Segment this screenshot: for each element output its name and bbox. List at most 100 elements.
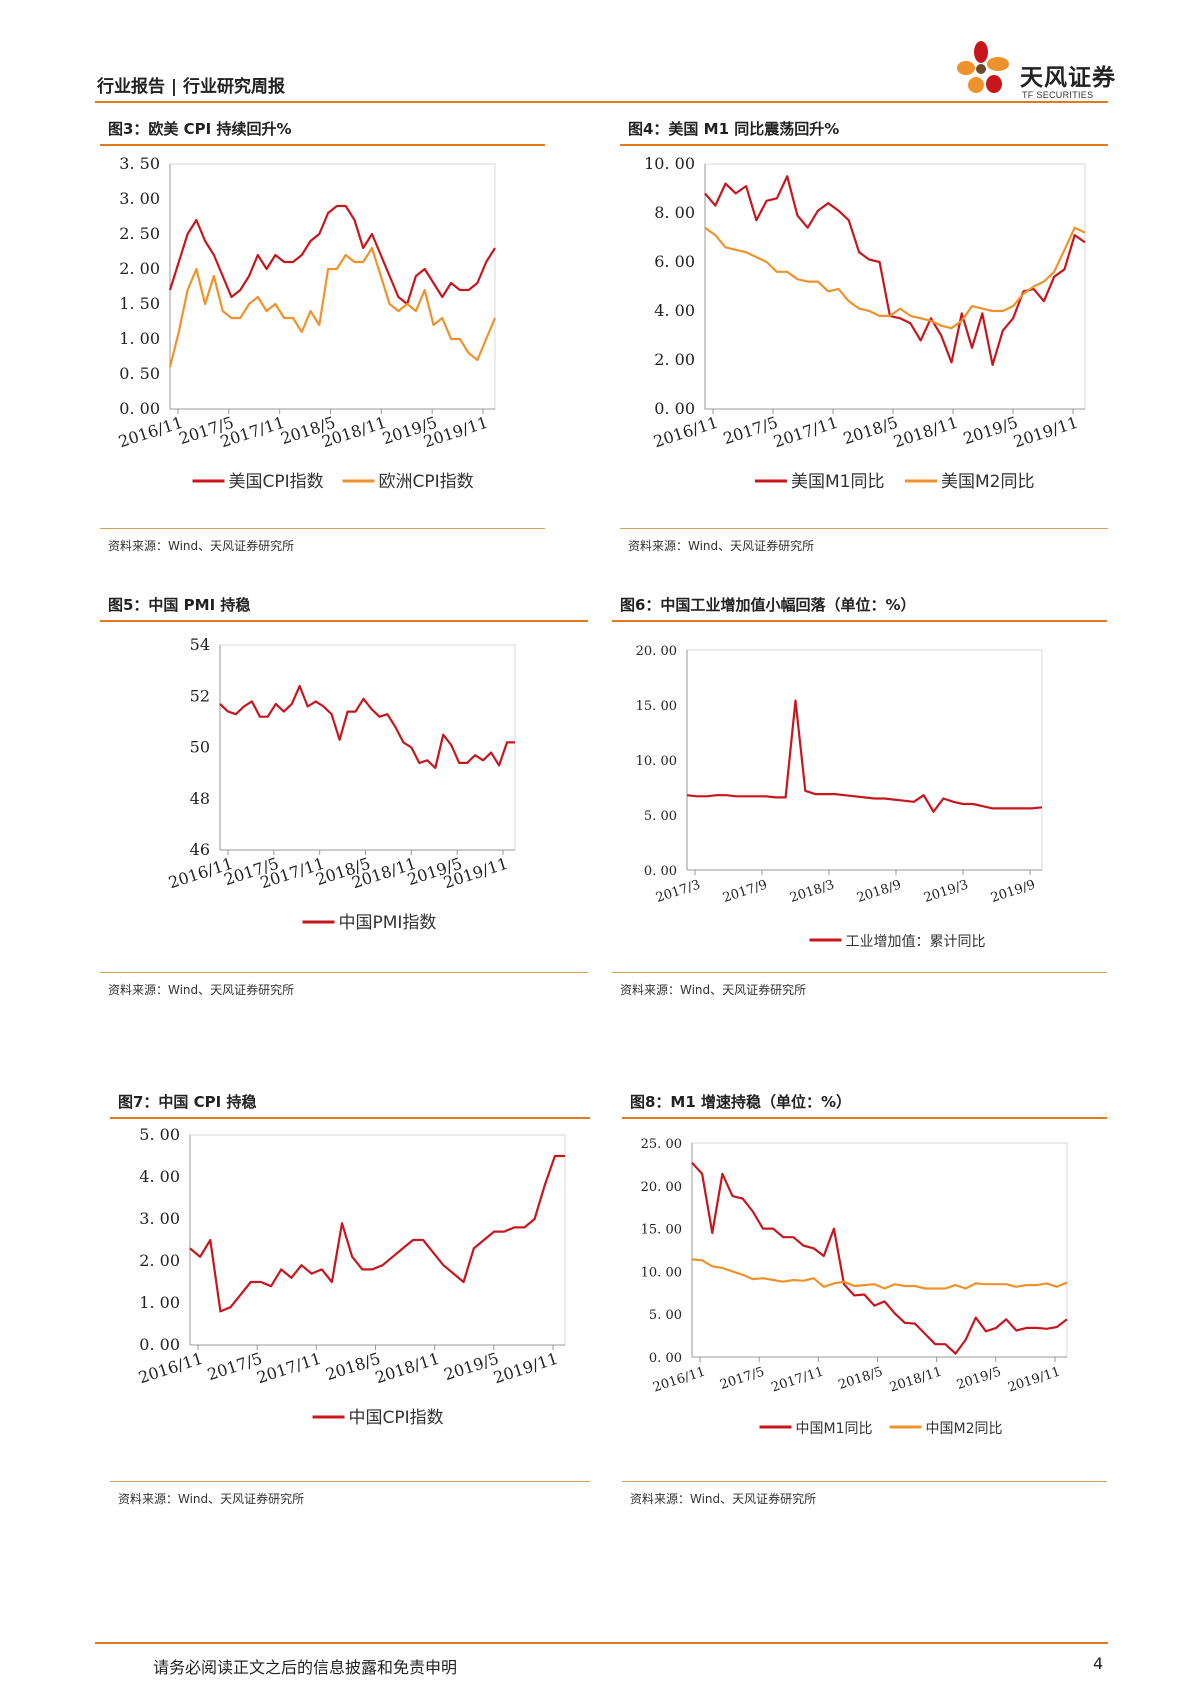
figure-3-panel: 图3：欧美 CPI 持续回升% 3. 50 3. 00 2. 50 2. 00 1. 5…: [100, 114, 545, 564]
y-tick-label: 8. 00: [654, 203, 695, 222]
legend-label: 中国CPI指数: [349, 1408, 444, 1428]
y-tick-label: 2. 50: [119, 224, 160, 243]
x-tick-label: 2019/11: [1006, 1365, 1062, 1396]
x-tick-label: 2018/5: [841, 413, 900, 448]
x-tick-label: 2019/5: [961, 413, 1020, 448]
series-line: [168, 246, 497, 368]
series-line: [691, 1258, 1068, 1290]
y-tick-label: 5. 00: [649, 1308, 682, 1323]
x-tick-label: 2016/11: [116, 413, 185, 452]
series-line: [219, 684, 515, 770]
x-tick-label: 2016/11: [651, 413, 720, 452]
series-line: [704, 175, 1086, 366]
tf-securities-logo: 天风证券 TF SECURITIES: [950, 38, 1125, 108]
series-line: [686, 699, 1043, 813]
x-tick-label: 2017/11: [771, 413, 840, 452]
figure-source: 资料来源：Wind、天风证券研究所: [110, 1481, 590, 1507]
x-tick-label: 2016/11: [136, 1349, 205, 1388]
legend-label: 工业增加值：累计同比: [846, 934, 986, 950]
figure-4-panel: 图4：美国 M1 同比震荡回升% 10. 00 8. 00 6. 00 4. 00 2.…: [620, 114, 1108, 564]
y-tick-label: 1. 00: [119, 329, 160, 348]
x-tick-label: 2019/5: [955, 1365, 1003, 1393]
figure-title: 图6：中国工业增加值小幅回落（单位：%）: [612, 590, 1107, 622]
x-tick-label: 2018/11: [888, 1365, 944, 1396]
page-header-title: 行业报告 | 行业研究周报: [97, 77, 286, 97]
series-line: [189, 1154, 565, 1313]
series-line: [168, 204, 496, 306]
y-tick-label: 1. 00: [139, 1293, 180, 1312]
figure-source: 资料来源：Wind、天风证券研究所: [620, 528, 1108, 554]
y-tick-label: 54: [190, 635, 210, 654]
x-tick-label: 2017/5: [718, 1365, 766, 1393]
y-tick-label: 0. 00: [644, 864, 677, 879]
page-number: 4: [1093, 1654, 1104, 1673]
legend-label: 美国M1同比: [791, 472, 884, 492]
figure-title: 图8：M1 增速持稳（单位：%）: [622, 1087, 1107, 1119]
x-tick-label: 2016/11: [651, 1365, 707, 1396]
y-tick-label: 0. 00: [119, 399, 160, 418]
x-tick-label: 2017/3: [654, 878, 702, 906]
figure-title: 图7：中国 CPI 持稳: [110, 1087, 590, 1119]
x-tick-label: 2019/5: [442, 1349, 501, 1384]
plot-area: [219, 644, 516, 851]
figure-6-panel: 图6：中国工业增加值小幅回落（单位：%） 20. 00 15. 00 10. 00 5…: [612, 590, 1107, 1010]
figure-7-panel: 图7：中国 CPI 持稳 5. 00 4. 00 3. 00 2. 00 1. 00 0.…: [110, 1087, 590, 1517]
x-tick-label: 2017/11: [254, 1349, 323, 1388]
y-tick-label: 4. 00: [654, 301, 695, 320]
figure-source: 资料来源：Wind、天风证券研究所: [100, 528, 545, 554]
legend-label: 中国M2同比: [926, 1421, 1003, 1437]
figure-8-chart: 25. 00 20. 00 15. 00 10. 00 5. 00 0. 002016/1…: [641, 1137, 1068, 1437]
y-tick-label: 2. 00: [139, 1251, 180, 1270]
flower-logo-icon: [957, 41, 1009, 93]
y-tick-label: 20. 00: [641, 1180, 682, 1195]
x-tick-label: 2018/9: [855, 878, 903, 906]
x-tick-label: 2017/5: [721, 413, 780, 448]
y-tick-label: 15. 00: [641, 1223, 682, 1238]
x-tick-label: 2017/9: [721, 878, 769, 906]
logo-subtext: TF SECURITIES: [1022, 90, 1094, 100]
y-tick-label: 10. 00: [641, 1265, 682, 1280]
figure-3-chart: 3. 50 3. 00 2. 50 2. 00 1. 50 1. 00 0. 50 0. 00…: [116, 154, 497, 492]
y-tick-label: 46: [190, 840, 210, 859]
figure-5-chart: 54525048462016/112017/52017/112018/52018…: [166, 635, 516, 933]
y-tick-label: 3. 50: [119, 154, 160, 173]
figure-title: 图4：美国 M1 同比震荡回升%: [620, 114, 1108, 146]
plot-area: [704, 163, 1086, 410]
figure-title: 图3：欧美 CPI 持续回升%: [100, 114, 545, 146]
figure-8-panel: 图8：M1 增速持稳（单位：%） 25. 00 20. 00 15. 00 10. 0…: [622, 1087, 1107, 1517]
plot-area: [169, 163, 496, 410]
x-tick-label: 2017/5: [205, 1349, 264, 1384]
y-tick-label: 1. 50: [119, 294, 160, 313]
x-tick-label: 2018/5: [837, 1365, 885, 1393]
y-tick-label: 0. 00: [654, 399, 695, 418]
series-line: [691, 1161, 1068, 1355]
y-tick-label: 4. 00: [139, 1167, 180, 1186]
y-tick-label: 3. 00: [139, 1209, 180, 1228]
x-tick-label: 2018/3: [788, 878, 836, 906]
figure-source: 资料来源：Wind、天风证券研究所: [622, 1481, 1107, 1507]
plot-area: [686, 649, 1043, 871]
logo-text: 天风证券: [1020, 65, 1116, 91]
y-tick-label: 15. 00: [636, 699, 677, 714]
legend-label: 美国CPI指数: [229, 472, 324, 492]
y-tick-label: 2. 00: [654, 350, 695, 369]
header-rule: [95, 101, 1108, 103]
legend-label: 欧洲CPI指数: [379, 472, 474, 492]
x-tick-label: 2018/5: [323, 1349, 382, 1384]
y-tick-label: 0. 50: [119, 364, 160, 383]
y-tick-label: 3. 00: [119, 189, 160, 208]
y-tick-label: 10. 00: [636, 754, 677, 769]
figure-title: 图5：中国 PMI 持稳: [100, 590, 588, 622]
x-tick-label: 2019/11: [1011, 413, 1080, 452]
y-tick-label: 5. 00: [139, 1125, 180, 1144]
y-tick-label: 6. 00: [654, 252, 695, 271]
y-tick-label: 2. 00: [119, 259, 160, 278]
x-tick-label: 2019/11: [491, 1349, 560, 1388]
x-tick-label: 2018/11: [891, 413, 960, 452]
legend-label: 中国M1同比: [796, 1421, 873, 1437]
figure-source: 资料来源：Wind、天风证券研究所: [100, 972, 588, 998]
y-tick-label: 48: [190, 789, 210, 808]
